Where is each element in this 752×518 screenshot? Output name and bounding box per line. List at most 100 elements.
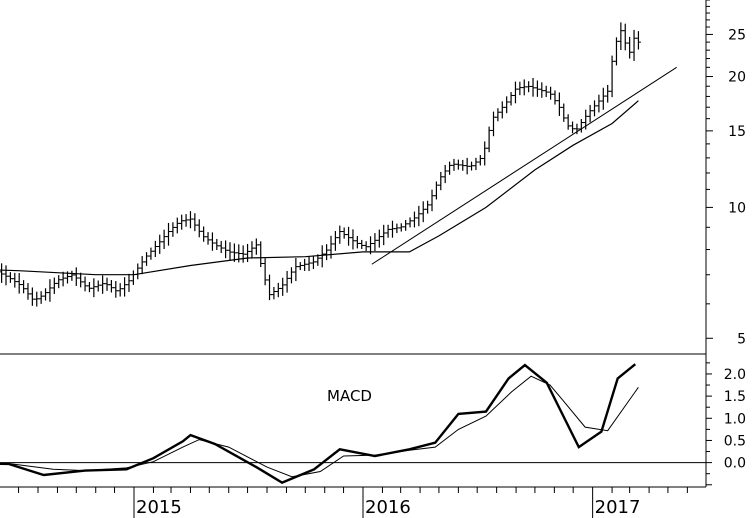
ohlc-bar: [618, 22, 624, 51]
ohlc-bar: [183, 214, 189, 227]
ohlc-bar: [587, 104, 593, 123]
ohlc-bar: [91, 278, 97, 298]
ohlc-bar: [442, 164, 448, 184]
ohlc-bar: [319, 245, 325, 268]
ohlc-bar: [122, 277, 128, 297]
macd-tick-label: 0.0: [724, 456, 746, 472]
ohlc-bar: [605, 84, 611, 103]
year-label: 2017: [595, 497, 641, 518]
ohlc-bar: [482, 141, 488, 166]
ohlc-bar: [82, 276, 88, 292]
ohlc-bar: [526, 81, 532, 93]
time-axis: 2015 2016 2017: [18, 487, 688, 518]
year-label: 2015: [136, 497, 182, 518]
ohlc-bar: [504, 96, 510, 114]
ohlc-bar: [565, 114, 571, 130]
ohlc-bar: [354, 235, 360, 249]
macd-tick-label: 0.5: [724, 433, 746, 449]
ohlc-bar: [161, 229, 167, 250]
ohlc-bar: [174, 217, 180, 234]
ohlc-bar: [280, 277, 286, 296]
ohlc-bar: [464, 157, 470, 175]
macd-tick-label: 2.0: [724, 367, 746, 383]
ohlc-bar: [381, 224, 387, 246]
ohlc-bar: [29, 287, 35, 306]
price-tick-label: 20: [728, 70, 746, 86]
ohlc-bar: [7, 272, 13, 283]
ohlc-bar: [363, 241, 369, 252]
ohlc-bar: [561, 103, 567, 122]
price-tick-label: 25: [728, 27, 746, 43]
ohlc-bar: [508, 92, 514, 106]
ohlc-bar: [416, 205, 422, 227]
chart-frame: [0, 0, 707, 488]
ohlc-bar: [521, 79, 527, 96]
ohlc-bar: [21, 280, 27, 294]
ohlc-bar: [517, 81, 523, 96]
ohlc-bar: [613, 37, 619, 66]
ohlc-bar: [95, 280, 101, 292]
ohlc-bar: [245, 243, 251, 262]
ohlc-bar: [394, 223, 400, 234]
ohlc-bar: [201, 226, 207, 242]
ohlc-bar: [609, 55, 615, 98]
ohlc-bar: [262, 258, 268, 286]
ohlc-bar: [205, 232, 211, 245]
ohlc-bar: [495, 108, 501, 122]
ohlc-bar: [389, 220, 395, 238]
ohlc-bar: [60, 271, 66, 287]
ohlc-bar: [108, 280, 114, 293]
macd-tick-label: 1.5: [724, 389, 746, 405]
ohlc-bar: [113, 281, 119, 298]
ohlc-bar: [341, 227, 347, 239]
ohlc-bar: [570, 121, 576, 134]
ohlc-bar: [398, 223, 404, 232]
ohlc-bar: [16, 272, 22, 294]
ohlc-bar: [556, 92, 562, 116]
ohlc-bar: [473, 157, 479, 171]
ohlc-bar: [332, 231, 338, 251]
ohlc-bar: [148, 247, 154, 260]
macd-tick-label: 1.0: [724, 411, 746, 427]
ohlc-bar: [104, 277, 110, 291]
ohlc-bar: [38, 291, 44, 304]
ohlc-bar: [350, 229, 356, 250]
ohlc-bar: [385, 224, 391, 238]
ohlc-bar: [192, 213, 198, 232]
ohlc-bar: [227, 242, 233, 261]
ohlc-bar: [117, 283, 123, 297]
ohlc-bar: [297, 262, 303, 271]
ohlc-bar: [486, 126, 492, 153]
ohlc-bar: [152, 240, 158, 258]
ohlc-bar: [310, 256, 316, 270]
ohlc-bar: [460, 159, 466, 171]
price-tick-label: 10: [728, 200, 746, 216]
ohlc-bar: [56, 275, 62, 289]
ohlc-bar: [433, 181, 439, 200]
ohlc-bar: [271, 286, 277, 300]
ohlc-bar: [306, 256, 312, 272]
ohlc-bar: [34, 291, 40, 307]
ohlc-bar: [376, 229, 382, 248]
ohlc-bar: [438, 171, 444, 191]
ohlc-bar: [530, 77, 536, 97]
ohlc-bar: [196, 219, 202, 238]
ohlc-bar: [592, 100, 598, 117]
ohlc-bar: [359, 239, 365, 250]
ohlc-bar: [635, 31, 641, 50]
ohlc-bar: [302, 258, 308, 271]
ohlc-bar: [275, 282, 281, 298]
ohlc-bar: [477, 155, 483, 166]
ohlc-bar: [552, 90, 558, 105]
ohlc-bar: [288, 267, 294, 284]
ohlc-bar: [596, 94, 602, 113]
ohlc-bar: [420, 201, 426, 223]
ohlc-bar: [47, 279, 53, 302]
ohlc-bar: [499, 101, 505, 119]
ohlc-bar: [539, 82, 545, 98]
ohlc-bar: [25, 283, 31, 300]
ohlc-bar: [447, 161, 453, 175]
ohlc-bar: [157, 234, 163, 254]
ohlc-bar: [429, 189, 435, 212]
ohlc-bar: [451, 158, 457, 171]
